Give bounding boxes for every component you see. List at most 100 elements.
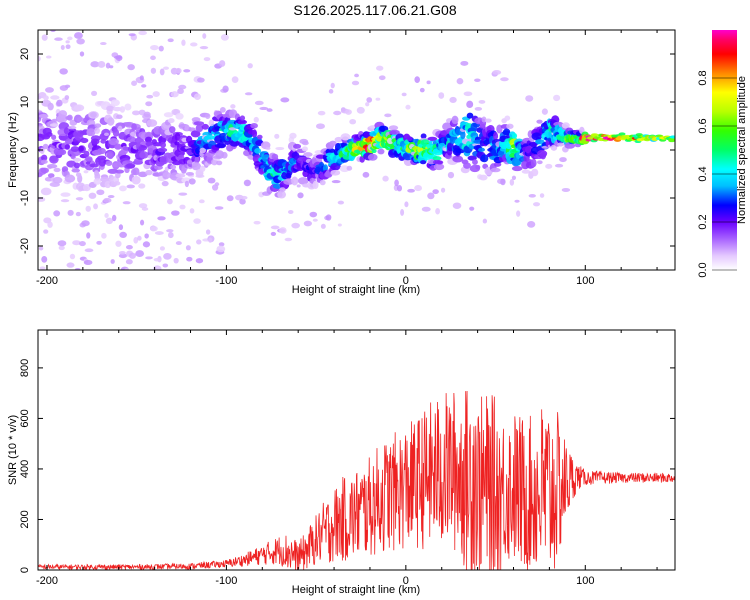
spectrogram-cell (45, 55, 52, 59)
spectrogram-cell (460, 60, 469, 66)
spectrogram-cell (484, 118, 492, 123)
spectrogram-cell (206, 25, 211, 30)
spectrogram-cell (110, 259, 115, 264)
spectrogram-cell (108, 138, 119, 146)
spectrogram-cell (289, 132, 297, 139)
snr-frame (37, 329, 676, 571)
spectrogram-cell (527, 220, 536, 228)
spectrogram-cell (69, 253, 76, 260)
spectrogram-cell (669, 135, 675, 139)
spectrogram-cell (125, 245, 133, 250)
spectrogram-cell (191, 162, 201, 171)
spectrogram-cell (253, 220, 261, 225)
spectrogram-cell (586, 136, 594, 140)
spectrogram-cell (216, 160, 223, 166)
spectrogram-cell (333, 110, 342, 116)
spectrogram-cell (126, 136, 137, 143)
spectrogram-cell (287, 210, 294, 215)
spectrogram-cell (145, 141, 154, 147)
spectrogram-cell (112, 106, 123, 112)
spectrogram-cell (164, 23, 170, 30)
spectrogram-cell (141, 207, 149, 211)
spectrogram-cell (301, 140, 309, 146)
spectrogram-cell (216, 245, 226, 253)
spectrogram-cell (188, 178, 196, 185)
spectrogram-cell (79, 51, 85, 57)
spectrogram-cell (414, 76, 420, 83)
spectrogram-cell (85, 205, 91, 212)
spectrogram-cell (56, 99, 63, 107)
spectrogram-cell (115, 169, 125, 174)
colorbar-ramp (712, 30, 737, 270)
spectrogram-cell (157, 147, 168, 153)
spectrogram-x-tick-label: 0 (403, 275, 409, 287)
spectrogram-cell (377, 148, 385, 155)
snr-x-tick-label: 0 (403, 575, 409, 587)
snr-axes: -200 -100 0 100 0 200 400 600 800 (19, 330, 675, 587)
spectrogram-cell (312, 218, 318, 222)
spectrogram-cell (382, 175, 389, 182)
spectrogram-cell (493, 161, 502, 167)
spectrogram-cell (469, 206, 475, 211)
spectrogram-cell (150, 55, 156, 61)
spectrogram-cell (64, 174, 76, 183)
spectrogram-cell (190, 42, 198, 47)
spectrogram-cell (178, 192, 188, 196)
spectrogram-cell (297, 192, 304, 199)
spectrogram-cell (159, 246, 165, 251)
spectrogram-cell (145, 256, 153, 260)
spectrogram-cell (591, 133, 599, 137)
spectrogram-cell (117, 125, 123, 132)
spectrogram-cell (557, 142, 565, 147)
spectrogram-cell (231, 76, 239, 84)
spectrogram-cell (452, 202, 462, 210)
spectrogram-cell (309, 211, 318, 218)
snr-y-tick-label: 600 (19, 409, 31, 427)
spectrogram-cell (184, 180, 190, 188)
spectrogram-cell (43, 229, 49, 234)
spectrogram-cell (129, 252, 136, 259)
spectrogram-cell (356, 106, 365, 114)
spectrogram-cell (259, 106, 269, 111)
spectrogram-cell (104, 180, 111, 189)
spectrogram-cell (512, 133, 518, 139)
spectrogram-cell (45, 87, 54, 93)
spectrogram-cell (38, 114, 49, 119)
spectrogram-cell (197, 77, 205, 83)
spectrogram-cell (316, 123, 325, 130)
spectrogram-cell (150, 67, 157, 74)
spectrogram-cell (195, 174, 205, 178)
spectrogram-cell (504, 115, 511, 121)
spectrogram-cell (67, 125, 77, 130)
spectrogram-cell (89, 163, 99, 168)
spectrogram-cell (138, 183, 146, 189)
spectrogram-cell (530, 141, 537, 148)
spectrogram-cell (228, 127, 237, 131)
spectrogram-cell (219, 60, 226, 67)
spectrogram-cell (275, 146, 285, 151)
spectrogram-cell (64, 84, 71, 89)
colorbar-tick-label: 0.6 (697, 118, 709, 133)
colorbar-tick-label: 0.2 (697, 214, 709, 229)
spectrogram-cell (170, 91, 179, 98)
spectrogram-cell (64, 95, 70, 100)
spectrogram-cell (221, 151, 228, 159)
spectrogram-cell (277, 190, 287, 199)
spectrogram-cell (106, 150, 114, 160)
colorbar-tick-label: 0.0 (697, 262, 709, 277)
spectrogram-cell (75, 211, 81, 217)
spectrogram-cell (161, 180, 169, 187)
spectrogram-cell (78, 145, 84, 152)
spectrogram-cell (419, 87, 425, 93)
spectrogram-cell (138, 30, 147, 36)
spectrogram-cell (511, 165, 523, 172)
spectrogram-cell (492, 70, 502, 75)
spectrogram-cell (183, 69, 191, 73)
spectrogram-cell (38, 56, 41, 62)
spectrogram-cell (205, 229, 211, 235)
spectrogram-cell (324, 171, 333, 178)
spectrogram-cell (466, 100, 474, 109)
spectrogram-cell (146, 94, 154, 99)
colorbar-tick-label: 0.8 (697, 70, 709, 85)
